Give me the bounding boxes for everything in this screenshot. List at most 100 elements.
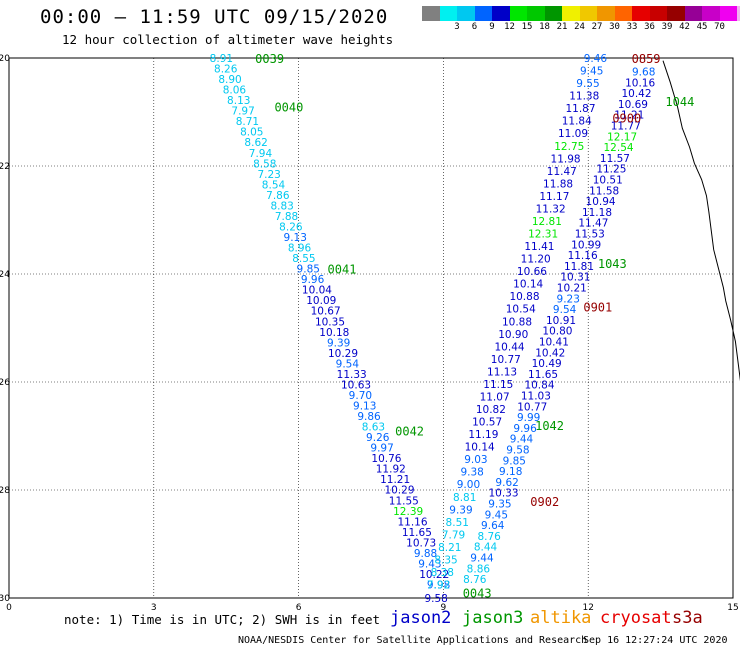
wave-height-value: 10.51 [593,175,623,187]
wave-height-value: 11.98 [551,153,581,165]
wave-height-value: 9.58 [506,445,529,457]
legend-swatch [509,6,527,21]
wave-height-value: 8.83 [270,200,293,212]
map-frame [8,57,734,599]
wave-height-value: 11.32 [536,203,566,215]
wave-height-value: 8.26 [214,64,238,76]
x-tick-label: 12 [582,603,593,613]
wave-height-value: 11.47 [578,218,608,230]
x-tick-label: 6 [296,603,302,613]
wave-height-value: 8.63 [362,422,385,434]
legend-label: 12 [504,22,515,32]
wave-height-value: 9.45 [580,66,603,78]
wave-height-value: 9.70 [349,390,372,402]
wave-height-value: 11.21 [380,474,410,486]
y-tick-label: -28 [0,486,10,496]
wave-height-value: 10.21 [557,283,587,295]
wave-height-value: 10.99 [571,239,601,251]
wave-height-value: 8.55 [292,253,315,265]
wave-height-value: 9.18 [499,466,522,478]
wave-height-value: 8.06 [223,85,247,97]
wave-height-value: 10.22 [419,569,449,581]
pass-time-label: 0859 [632,52,661,66]
legend-swatch [649,6,667,21]
wave-height-value: 10.82 [476,404,506,416]
wave-height-value: 10.57 [472,417,502,429]
wave-height-value: 7.92 [427,580,450,592]
legend-label: 36 [644,22,655,32]
x-tick-label: 9 [441,603,447,613]
wave-height-value: 8.44 [474,542,498,554]
wave-height-value: 9.54 [553,304,577,316]
wave-height-value: 8.51 [446,517,469,529]
wave-height-value: 10.49 [532,358,562,370]
wave-height-value: 10.54 [506,304,536,316]
wave-height-value: 10.94 [586,196,616,208]
wave-height-value: 10.80 [542,326,572,338]
legend-label: 21 [556,22,568,32]
wave-height-value: 11.88 [543,178,573,190]
y-tick-label: -30 [0,594,10,604]
wave-height-value: 10.76 [371,453,401,465]
wave-height-value: 10.66 [517,266,547,278]
wave-height-value: 12.54 [604,142,634,154]
wave-height-value: 9.39 [449,504,472,516]
wave-height-value: 9.13 [284,232,307,244]
wave-height-value: 8.26 [279,221,303,233]
color-legend [422,6,740,21]
wave-height-value: 11.07 [480,391,510,403]
wave-height-value: 9.98 [427,580,450,592]
wave-height-value: 8.38 [431,567,454,579]
wave-height-value: 10.77 [491,354,521,366]
legend-label: 18 [539,22,550,32]
legend-swatch [632,6,650,21]
wave-height-value: 9.96 [513,423,537,435]
wave-height-value: 9.54 [336,358,360,370]
wave-height-value: 9.96 [301,274,325,286]
pass-time-label: 0900 [612,111,641,125]
wave-height-value: 9.43 [418,558,441,570]
legend-swatch [562,6,580,21]
wave-height-value: 9.68 [632,67,655,79]
wave-height-value: 10.31 [560,272,590,284]
map-title: 00:00 – 11:59 UTC 09/15/2020 [40,6,389,28]
legend-swatch [457,6,475,21]
wave-height-value: 11.41 [524,241,554,253]
wave-height-value: 11.21 [614,110,644,122]
legend-label: 70 [714,22,725,32]
pass-time-label: 0039 [255,52,284,66]
wave-height-value: 12.75 [554,141,584,153]
wave-height-value: 7.86 [266,190,290,202]
credit-text: NOAA/NESDIS Center for Satellite Applica… [238,635,588,646]
wave-height-value: 8.96 [288,243,312,255]
wave-height-value: 10.18 [319,327,349,339]
legend-label: 9 [489,22,495,32]
wave-height-value: 11.16 [397,516,427,528]
wave-height-value: 11.77 [611,121,641,133]
wave-height-value: 11.38 [569,91,599,103]
pass-time-label: 0902 [530,495,559,509]
wave-height-value: 10.14 [465,442,495,454]
wave-height-value: 11.65 [528,369,558,381]
wave-height-value: 10.33 [488,488,518,500]
wave-height-value: 10.04 [302,285,332,297]
wave-height-value: 10.29 [328,348,358,360]
wave-height-value: 10.84 [524,380,554,392]
y-tick-label: -24 [0,270,10,280]
wave-height-value: 11.16 [568,250,598,262]
coastline-path [662,60,740,382]
wave-height-value: 9.26 [366,432,390,444]
legend-swatch [579,6,597,21]
map-border [8,57,734,599]
wave-height-value: 8.05 [240,127,263,139]
wave-height-value: 9.86 [357,411,381,423]
wave-height-value: 9.85 [297,264,320,276]
legend-swatch [422,6,440,21]
wave-height-value: 7.88 [275,211,298,223]
wave-height-value: 11.33 [337,369,367,381]
legend-swatch [474,6,492,21]
wave-height-value: 10.42 [535,347,565,359]
wave-height-value: 11.47 [547,166,577,178]
wave-height-value: 12.39 [393,506,423,518]
wave-height-values: 8.918.268.908.068.137.978.718.058.627.94… [210,53,656,605]
